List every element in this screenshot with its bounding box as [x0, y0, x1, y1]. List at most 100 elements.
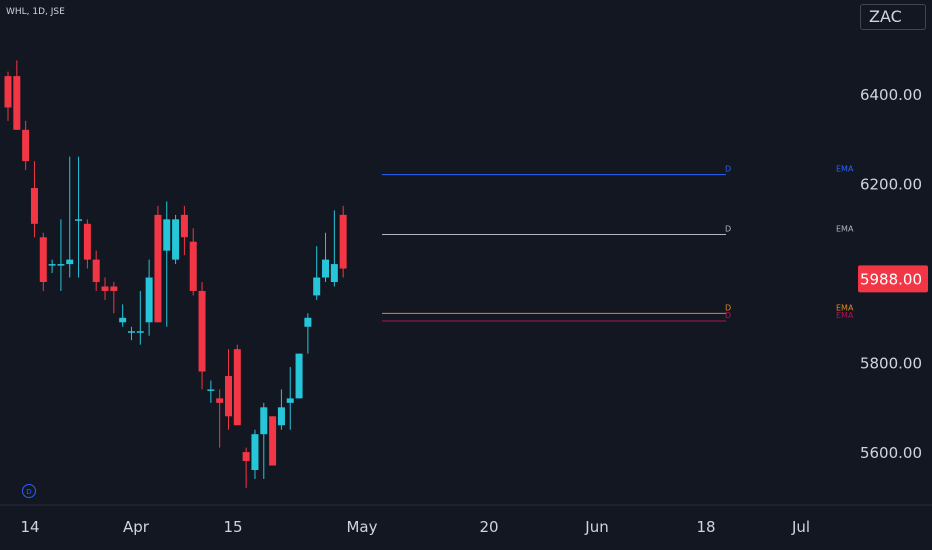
candle — [13, 60, 21, 130]
candle-body — [339, 214, 347, 269]
candle-body — [92, 259, 100, 282]
ema-label: EMA — [836, 225, 854, 234]
candle — [30, 161, 38, 238]
candle — [277, 389, 285, 430]
x-tick-label: 18 — [696, 518, 715, 536]
candle — [92, 250, 100, 291]
candle — [233, 344, 241, 426]
ema-tag-label: D — [725, 303, 731, 312]
candle-body — [136, 331, 144, 333]
candle-body — [180, 214, 188, 238]
candle — [207, 380, 215, 403]
candle-body — [13, 76, 21, 130]
candle — [154, 205, 162, 323]
ema-tag-label: D — [725, 311, 731, 320]
candle-body — [260, 407, 268, 435]
candle-body — [251, 434, 259, 470]
candle — [295, 353, 303, 399]
candle-body — [225, 376, 232, 417]
candle-body — [295, 353, 303, 399]
candle — [242, 447, 250, 488]
y-tick-label: 5800.00 — [860, 355, 922, 373]
candle — [269, 416, 277, 466]
candle-body — [233, 349, 241, 426]
candle-body — [242, 452, 250, 462]
candle — [75, 156, 83, 278]
candle-body — [57, 264, 65, 266]
dividend-marker-group: D — [22, 484, 36, 498]
candle — [260, 402, 268, 479]
candle — [48, 259, 56, 274]
last-price-tag — [858, 265, 928, 293]
candle — [127, 326, 135, 341]
candle-body — [101, 286, 109, 291]
x-tick-label: Apr — [123, 518, 150, 536]
candle — [57, 219, 65, 291]
candle-body — [66, 259, 74, 265]
candle — [66, 156, 74, 278]
ema-label: EMA — [836, 303, 854, 312]
candle — [83, 219, 91, 269]
candle — [330, 210, 338, 287]
candle-body — [39, 237, 47, 282]
candle-body — [286, 398, 294, 403]
candle-body — [127, 331, 135, 333]
candle — [225, 349, 232, 430]
candle-body — [22, 129, 30, 162]
candle — [39, 232, 47, 291]
candle-body — [216, 398, 224, 403]
candle-body — [119, 317, 127, 323]
candle — [145, 259, 153, 336]
candle — [198, 282, 206, 390]
candle — [286, 367, 294, 430]
candle-body — [163, 219, 171, 251]
x-tick-label: Jul — [791, 518, 810, 536]
ema-tag-label: D — [725, 225, 731, 234]
candle-body — [269, 416, 277, 466]
candle — [163, 201, 171, 327]
candle-body — [313, 277, 321, 296]
price-axis: 6400.00 6200.00 5800.00 5600.00 — [860, 86, 922, 462]
candle — [180, 205, 188, 256]
candle — [339, 205, 347, 278]
candle-body — [277, 407, 285, 426]
candle — [22, 120, 30, 171]
last-price-label: 5988.00 — [860, 270, 922, 288]
x-tick-label: May — [346, 518, 377, 536]
candle-body — [154, 214, 162, 323]
candle — [136, 290, 144, 345]
candle-body — [304, 317, 312, 327]
ema-label: EMA — [836, 311, 854, 320]
x-tick-label: 15 — [223, 518, 242, 536]
candle — [322, 232, 330, 282]
candle — [304, 313, 312, 354]
candle-body — [4, 76, 12, 108]
candle — [4, 71, 12, 121]
candle — [216, 389, 224, 448]
y-tick-label: 5600.00 — [860, 444, 922, 462]
candle — [110, 282, 118, 314]
candle — [313, 246, 321, 300]
candle-body — [83, 223, 91, 260]
candle — [172, 214, 180, 265]
ema-lines: D EMA D EMA D EMA D EMA — [382, 165, 854, 322]
candles — [4, 60, 347, 488]
y-tick-label: 6200.00 — [860, 176, 922, 194]
candle-body — [110, 286, 118, 291]
dividend-marker-icon[interactable] — [22, 484, 36, 498]
candle-body — [207, 389, 215, 391]
candle-body — [189, 241, 197, 291]
last-price-tag-group: 5988.00 — [858, 265, 928, 293]
candle — [251, 429, 259, 479]
ema-label: EMA — [836, 165, 854, 174]
x-tick-label: 20 — [479, 518, 498, 536]
candle-body — [322, 259, 330, 278]
currency-button[interactable]: ZAC — [860, 4, 926, 30]
candle — [189, 228, 197, 296]
candle-body — [330, 264, 338, 282]
candle — [119, 304, 127, 327]
x-tick-label: Jun — [584, 518, 608, 536]
dividend-marker-letter: D — [26, 488, 31, 496]
